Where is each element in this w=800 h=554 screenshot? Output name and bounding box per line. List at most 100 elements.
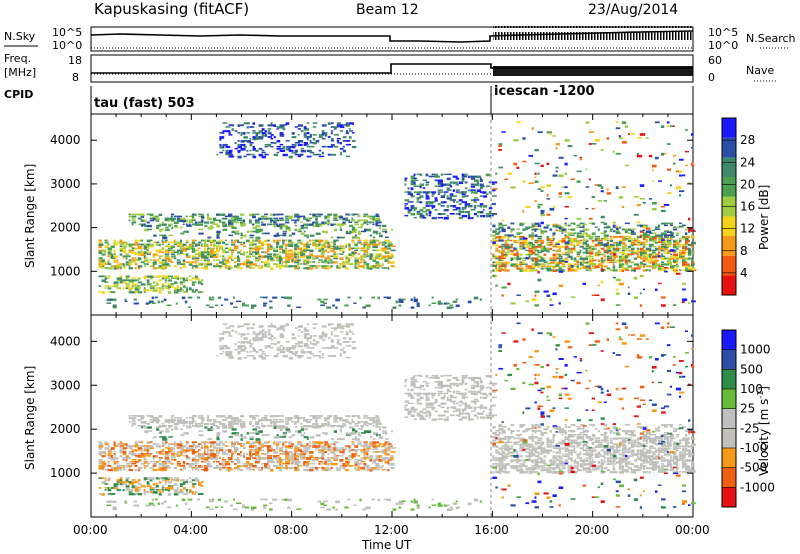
velocity-cell [249,468,255,471]
power-cell [333,247,338,250]
power-cell [342,124,348,126]
velocity-cell [182,449,187,452]
power-cell [327,257,331,260]
velocity-cell [321,445,326,448]
velocity-cell [164,487,169,489]
power-cell [458,199,463,202]
power-cell [149,217,155,220]
power-cell [688,247,691,251]
power-cell [285,217,289,220]
power-cell [516,253,522,256]
power-cell [191,255,197,258]
velocity-cell [231,461,234,463]
velocity-cell [164,447,168,449]
velocity-cell [431,392,436,395]
power-cell [237,263,242,266]
velocity-cell [191,449,195,452]
power-cell [639,257,645,260]
velocity-cell [101,481,107,484]
power-cell [98,263,104,266]
power-cell [549,133,553,135]
power-cell [145,302,149,305]
power-cell [600,280,604,284]
power-cell [679,257,685,259]
power-cell [270,221,273,223]
power-cell [288,239,292,242]
velocity-cell [243,356,247,359]
power-cell [212,223,218,225]
velocity-cell [267,459,270,462]
velocity-cell [294,445,298,448]
velocity-cell [180,428,183,431]
power-cell [588,131,594,133]
velocity-cell [354,445,358,448]
power-cell [315,247,318,249]
velocity-cell [198,430,203,432]
power-cell [660,269,666,272]
velocity-cell [366,425,369,427]
velocity-cell [146,441,151,444]
power-cell [495,269,500,272]
power-cell [501,259,504,261]
power-cell [323,302,327,304]
velocity-cell [237,345,241,348]
velocity-cell [461,402,467,405]
power-cell [375,221,380,224]
power-cell [149,213,154,217]
power-cell [519,235,525,238]
velocity-cell [291,466,297,469]
velocity-cell [306,356,312,359]
power-cell [537,255,543,258]
velocity-cell [348,451,351,453]
power-cell [669,232,674,235]
power-cell [691,164,695,167]
power-cell [234,249,237,251]
velocity-cell [366,423,371,425]
power-cell [428,201,434,204]
velocity-cell [119,481,124,484]
power-cell [366,243,371,247]
power-cell [270,124,275,127]
velocity-cell [182,421,188,424]
velocity-cell [98,451,102,454]
velocity-cell [161,466,166,470]
power-cell [375,239,380,242]
power-cell [282,239,288,242]
velocity-cell [176,461,181,463]
power-cell [137,265,143,268]
velocity-cell [306,443,309,446]
power-cell [624,259,628,262]
velocity-cell [410,414,415,417]
velocity-cell [191,463,195,465]
velocity-cell [321,432,325,435]
power-cell [176,249,180,252]
velocity-cell [342,465,348,467]
velocity-cell [413,386,418,389]
power-cell [501,247,504,250]
power-cell [203,247,207,250]
velocity-cell [249,339,252,341]
power-cell [425,191,430,194]
velocity-cell [255,441,260,444]
power-cell [528,247,534,250]
velocity-cell [303,343,308,346]
velocity-cell [188,491,192,493]
power-cell [688,253,692,256]
power-cell [585,168,588,171]
power-cell [333,215,337,218]
power-cell [155,215,159,218]
power-cell [149,265,154,267]
power-cell [336,247,341,250]
velocity-cell [252,441,256,444]
power-cell [269,306,273,309]
velocity-cell [312,417,316,420]
velocity-cell [113,457,119,460]
velocity-cell [182,463,185,466]
power-cell [124,300,128,303]
velocity-cell [194,415,197,418]
power-cell [125,277,129,280]
power-cell [525,267,529,269]
power-cell [543,245,546,248]
power-cell [666,234,670,237]
power-cell [258,241,264,245]
